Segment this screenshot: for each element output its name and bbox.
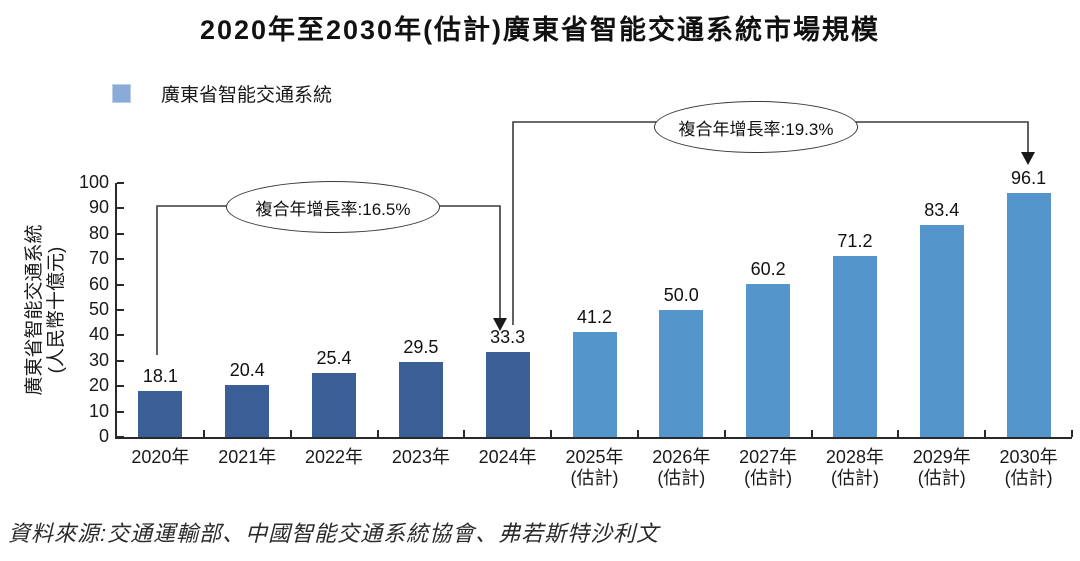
y-tick-label-60: 60: [88, 273, 109, 294]
x-axis-label-2026年: 2026年 (估計): [652, 447, 711, 488]
y-tick-80: [117, 232, 124, 235]
y-tick-70: [117, 258, 124, 261]
y-tick-90: [117, 207, 124, 210]
cagr-annotation-2024-2030-text: 複合年增長率:19.3%: [678, 119, 834, 139]
x-axis-label-2024年: 2024年: [478, 447, 537, 467]
x-axis-label-2028年: 2028年 (估計): [825, 447, 884, 488]
x-tick-5: [550, 430, 553, 437]
x-axis-label-2021年: 2021年: [218, 447, 277, 467]
legend: 廣東省智能交通系統: [112, 80, 332, 107]
chart-title: 2020年至2030年(估計)廣東省智能交通系統市場規模: [199, 15, 881, 45]
y-tick-label-70: 70: [88, 248, 109, 269]
bar-2021年: [225, 385, 270, 437]
source-note: 資料來源:交通運輸部、中國智能交通系統協會、弗若斯特沙利文: [8, 521, 660, 546]
bar-2026年: [659, 310, 704, 437]
bar-value-2030年: 96.1: [1011, 167, 1047, 188]
y-tick-label-30: 30: [88, 349, 109, 370]
x-tick-4: [463, 430, 466, 437]
bar-value-2026年: 50.0: [663, 285, 699, 305]
x-axis-label-2025年: 2025年 (估計): [565, 447, 624, 488]
x-axis-label-2027年: 2027年 (估計): [739, 447, 798, 488]
bar-value-2020年: 18.1: [142, 366, 178, 386]
x-tick-8: [810, 430, 813, 437]
cagr-annotation-2020-2024-text: 複合年增長率:16.5%: [255, 199, 411, 219]
x-tick-9: [897, 430, 900, 437]
y-axis-title-line1: 廣東省智能交通系統: [24, 224, 45, 396]
y-tick-60: [117, 283, 124, 286]
bar-2027年: [746, 284, 791, 437]
bar-2024年: [485, 352, 530, 437]
bar-2029年: [919, 225, 964, 437]
cagr-bracket-2-arrowhead-icon: [1021, 152, 1035, 165]
x-tick-6: [636, 430, 639, 437]
bar-value-2023年: 29.5: [403, 337, 439, 358]
bar-2030年: [1006, 192, 1051, 437]
legend-swatch-icon: [112, 84, 131, 103]
bar-value-2022年: 25.4: [316, 347, 352, 368]
y-tick-100: [117, 182, 124, 184]
y-tick-label-10: 10: [88, 400, 109, 421]
y-tick-10: [117, 410, 124, 413]
x-axis-label-2023年: 2023年: [391, 447, 450, 467]
bar-value-2021年: 20.4: [229, 360, 265, 381]
bar-2023年: [398, 362, 443, 437]
y-tick-20: [117, 385, 124, 388]
y-tick-label-80: 80: [88, 222, 109, 243]
x-tick-11: [1071, 430, 1073, 437]
x-axis-label-2030年: 2030年 (估計): [999, 447, 1058, 488]
y-tick-label-20: 20: [88, 375, 109, 396]
x-tick-1: [202, 430, 205, 437]
legend-label: 廣東省智能交通系統: [161, 85, 333, 106]
y-tick-40: [117, 334, 124, 337]
x-axis-label-2029年: 2029年 (估計): [912, 447, 971, 488]
x-tick-10: [984, 430, 987, 437]
x-axis-label-2022年: 2022年: [305, 447, 364, 467]
x-tick-7: [723, 430, 726, 437]
bar-value-2029年: 83.4: [924, 200, 960, 221]
y-tick-0: [117, 436, 124, 438]
bar-value-2028年: 71.2: [837, 231, 873, 252]
x-axis-label-2020年: 2020年: [131, 447, 190, 467]
y-tick-label-100: 100: [78, 172, 109, 192]
y-tick-50: [117, 309, 124, 311]
cagr-annotation-2024-2030: 複合年增長率:19.3%: [654, 101, 858, 153]
x-tick-3: [376, 430, 379, 437]
x-tick-2: [289, 430, 292, 437]
y-tick-label-0: 0: [98, 426, 109, 446]
bar-2025年: [572, 332, 617, 437]
bar-value-2025年: 41.2: [576, 307, 613, 328]
y-tick-label-40: 40: [88, 324, 109, 345]
bar-value-2024年: 33.3: [490, 327, 526, 348]
bar-2020年: [138, 391, 183, 437]
bar-2022年: [312, 372, 357, 437]
cagr-annotation-2020-2024: 複合年增長率:16.5%: [226, 181, 440, 233]
bar-value-2027年: 60.2: [750, 259, 786, 280]
y-tick-30: [117, 359, 124, 362]
bar-2028年: [832, 256, 877, 437]
y-tick-label-50: 50: [88, 299, 109, 319]
y-tick-label-90: 90: [88, 197, 109, 218]
